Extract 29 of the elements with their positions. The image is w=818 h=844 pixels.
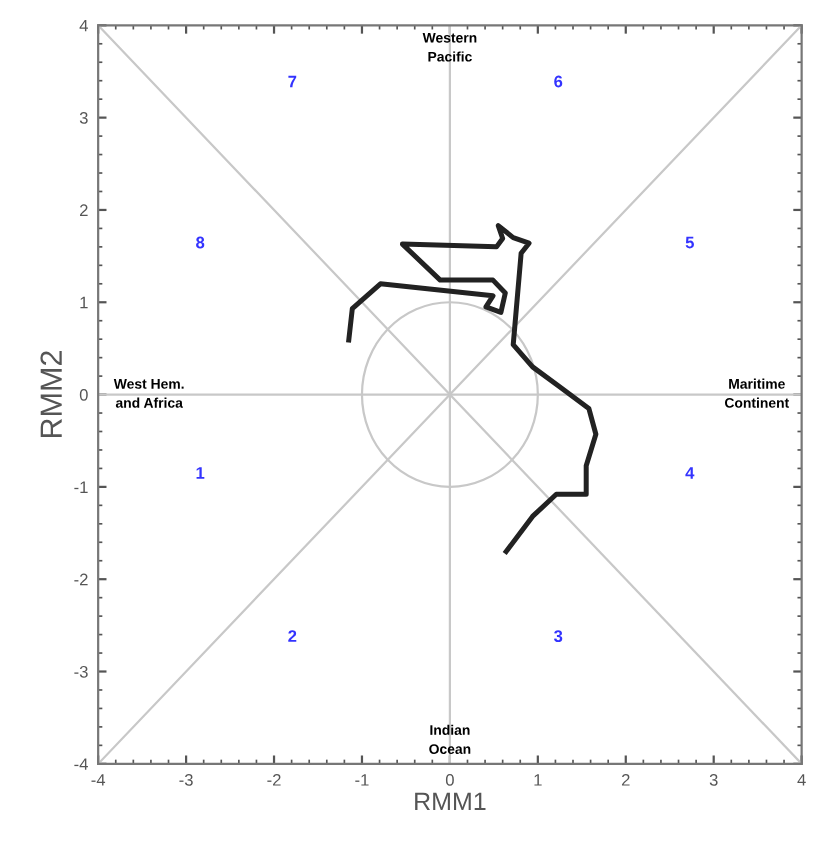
annotation: 8 (196, 236, 205, 249)
annotation: 1 (196, 467, 205, 479)
x-tick-label: -3 (179, 773, 193, 786)
y-axis-title: RMM2 (40, 351, 62, 438)
y-tick-label: -1 (74, 481, 88, 493)
y-tick-label: 3 (79, 112, 88, 124)
x-tick-label: -2 (267, 773, 281, 786)
x-axis-title: RMM1 (415, 792, 486, 810)
y-tick-label: 1 (80, 296, 88, 309)
x-tick-label: 0 (445, 773, 454, 786)
y-tick-label: 2 (80, 204, 88, 216)
annotation: 5 (685, 236, 694, 249)
x-tick-label: 1 (534, 774, 542, 786)
y-tick-label: -2 (74, 573, 88, 586)
annotation: 2 (288, 630, 297, 642)
y-tick-label: 0 (79, 388, 88, 401)
y-tick-label: 4 (79, 19, 88, 32)
annotation: 4 (685, 467, 695, 479)
line-series (346, 223, 599, 554)
x-tick-label: -1 (355, 774, 369, 786)
y-tick-label: -3 (74, 665, 88, 678)
x-tick-label: -4 (91, 774, 106, 786)
annotation: 3 (553, 630, 563, 643)
x-tick-label: 2 (621, 773, 630, 786)
y-tick-label: -4 (74, 758, 88, 770)
annotation: 7 (288, 75, 297, 88)
annotation: 6 (554, 75, 563, 88)
x-tick-label: 3 (709, 773, 718, 786)
x-tick-label: 4 (797, 774, 806, 786)
